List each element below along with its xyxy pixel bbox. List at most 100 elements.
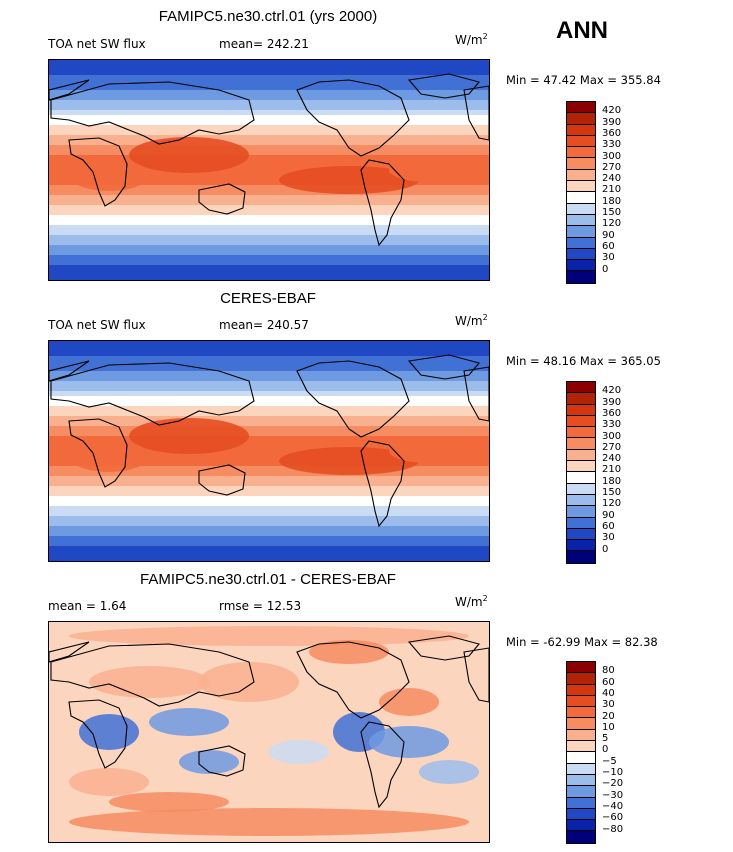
- colorbar-swatch: [567, 540, 595, 552]
- map-band: [49, 120, 489, 126]
- map-band: [49, 486, 489, 492]
- map-anomaly: [69, 768, 149, 796]
- colorbar-swatch: [567, 741, 595, 753]
- colorbar-tick-label: 330: [602, 139, 622, 151]
- panel-1-units: W/m2: [455, 32, 488, 47]
- colorbar-swatch: [567, 528, 595, 541]
- coastline: [50, 643, 255, 707]
- map-anomaly: [109, 792, 229, 812]
- map-band: [49, 491, 489, 497]
- map-anomaly: [69, 626, 469, 646]
- colorbar-tick-label: 150: [602, 487, 622, 498]
- panel-1-colorbar: [566, 101, 596, 284]
- colorbar-tick-label: 0: [602, 543, 609, 555]
- map-band: [49, 431, 489, 437]
- colorbar-swatch: [567, 438, 595, 450]
- map-band: [49, 65, 489, 71]
- coastline: [50, 362, 255, 426]
- map-band: [49, 366, 489, 372]
- map-blob: [129, 418, 249, 454]
- coastline: [68, 699, 128, 769]
- map-band: [49, 105, 489, 111]
- map-band: [49, 275, 489, 280]
- colorbar-tick-label: 390: [602, 396, 622, 408]
- colorbar-tick-label: 360: [602, 127, 622, 139]
- map-blob: [69, 159, 149, 191]
- map-anomaly: [419, 760, 479, 784]
- map-band: [49, 471, 489, 477]
- coastline: [49, 360, 90, 382]
- coastline: [407, 635, 480, 661]
- coastline: [68, 137, 128, 207]
- colorbar-swatch: [567, 404, 595, 416]
- colorbar-swatch: [567, 393, 595, 405]
- colorbar-tick-label: 270: [602, 441, 622, 453]
- map-band: [49, 476, 489, 482]
- map-band: [49, 110, 489, 116]
- panel-2-map: [48, 340, 490, 562]
- colorbar-tick-label: 60: [602, 676, 615, 688]
- colorbar-tick-label: 420: [602, 105, 622, 117]
- colorbar-tick-label: 300: [602, 150, 622, 162]
- map-band: [49, 265, 489, 271]
- map-band: [49, 341, 489, 347]
- colorbar-swatch: [567, 427, 595, 439]
- colorbar-swatch: [567, 506, 595, 518]
- colorbar-tick-label: 390: [602, 116, 622, 128]
- colorbar-tick-label: 420: [602, 385, 622, 397]
- coastline: [68, 418, 128, 488]
- map-band: [49, 536, 489, 542]
- map-band: [49, 411, 489, 417]
- colorbar-swatch: [567, 483, 595, 495]
- panel-3-units: W/m2: [455, 594, 488, 609]
- panel-2-variable-label: TOA net SW flux: [48, 318, 146, 332]
- map-anomaly: [69, 808, 469, 836]
- coastline: [360, 159, 405, 247]
- coastline: [463, 647, 489, 703]
- coastline: [198, 745, 246, 777]
- colorbar-swatch: [567, 113, 595, 125]
- map-band: [49, 556, 489, 561]
- colorbar-swatch: [567, 831, 595, 843]
- colorbar-swatch: [567, 729, 595, 742]
- map-band: [49, 446, 489, 452]
- map-band: [49, 155, 489, 161]
- map-band: [49, 160, 489, 166]
- season-label: ANN: [556, 17, 608, 44]
- coastline: [463, 85, 489, 141]
- colorbar-swatch: [567, 684, 595, 696]
- panel-3-title: FAMIPC5.ne30.ctrl.01 - CERES-EBAF: [140, 571, 396, 588]
- coastline: [49, 79, 90, 101]
- map-anomaly: [369, 726, 449, 758]
- colorbar-swatch: [567, 203, 595, 215]
- colorbar-swatch: [567, 382, 595, 394]
- map-band: [49, 521, 489, 527]
- colorbar-swatch: [567, 415, 595, 428]
- map-band: [49, 190, 489, 196]
- coastline: [463, 366, 489, 422]
- colorbar-tick-label: 150: [602, 207, 622, 218]
- map-band: [49, 531, 489, 537]
- colorbar-swatch: [567, 248, 595, 261]
- map-anomaly: [379, 688, 439, 716]
- colorbar-tick-label: −60: [602, 812, 624, 824]
- coastline: [407, 73, 480, 99]
- colorbar-tick-label: −10: [602, 767, 624, 778]
- colorbar-tick-label: 180: [602, 475, 622, 487]
- map-band: [49, 401, 489, 407]
- map-band: [49, 100, 489, 106]
- colorbar-swatch: [567, 135, 595, 148]
- map-band: [49, 260, 489, 266]
- map-band: [49, 60, 489, 66]
- map-band: [49, 240, 489, 246]
- colorbar-swatch: [567, 147, 595, 159]
- panel-3-rmse-label: rmse = 12.53: [219, 599, 302, 613]
- map-band: [49, 426, 489, 432]
- map-band: [49, 371, 489, 377]
- map-band: [49, 270, 489, 276]
- colorbar-tick-label: 0: [602, 263, 609, 275]
- map-band: [49, 225, 489, 231]
- coastline: [296, 360, 410, 438]
- map-band: [49, 135, 489, 141]
- map-blob: [389, 158, 469, 182]
